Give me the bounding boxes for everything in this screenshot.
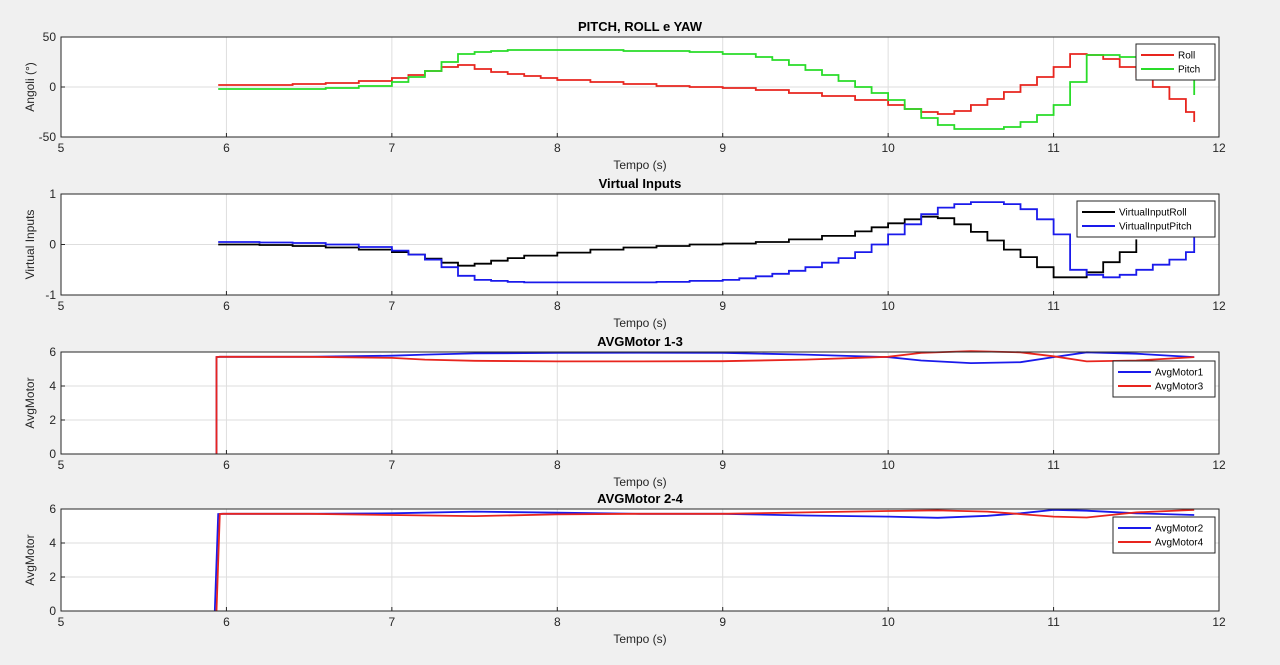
series-line-2: [218, 49, 1196, 130]
legend-entry: AvgMotor3: [1155, 382, 1204, 393]
x-tick-label: 9: [719, 299, 726, 313]
x-tick-label: 9: [719, 458, 726, 472]
y-tick-label: 2: [49, 570, 56, 584]
x-tick-label: 12: [1212, 141, 1226, 155]
x-tick-label: 12: [1212, 458, 1226, 472]
legend-entry: AvgMotor1: [1155, 368, 1204, 379]
y-tick-label: 4: [49, 536, 56, 550]
y-axis-label: Angoli (°): [23, 62, 37, 111]
x-tick-label: 6: [223, 615, 230, 629]
x-tick-label: 11: [1047, 299, 1060, 313]
y-tick-label: -1: [45, 288, 56, 302]
x-axis-label: Tempo (s): [613, 158, 666, 172]
legend-box: [1135, 43, 1216, 81]
x-tick-label: 12: [1212, 615, 1226, 629]
x-tick-label: 5: [58, 458, 65, 472]
x-tick-label: 10: [881, 299, 895, 313]
chart-title: AVGMotor 1-3: [597, 334, 683, 349]
y-tick-label: 0: [49, 447, 56, 461]
x-tick-label: 7: [389, 458, 396, 472]
x-tick-label: 6: [223, 458, 230, 472]
y-tick-label: 2: [49, 413, 56, 427]
x-tick-label: 9: [719, 615, 726, 629]
y-tick-label: 0: [49, 80, 56, 94]
y-axis-label: AvgMotor: [23, 534, 37, 585]
y-tick-label: -50: [39, 130, 57, 144]
chart-title: AVGMotor 2-4: [597, 491, 683, 506]
series-line-2: [215, 509, 1195, 612]
legend-entry: VirtualInputRoll: [1119, 208, 1187, 219]
x-tick-label: 5: [58, 615, 65, 629]
axes-box: [60, 351, 1220, 455]
x-tick-label: 5: [58, 141, 65, 155]
x-tick-label: 12: [1212, 299, 1226, 313]
y-tick-label: 6: [49, 345, 56, 359]
x-axis-label: Tempo (s): [613, 632, 666, 646]
x-axis-label: Tempo (s): [613, 316, 666, 330]
x-tick-label: 8: [554, 458, 561, 472]
chart-title: PITCH, ROLL e YAW: [578, 19, 703, 34]
y-axis-label: AvgMotor: [23, 377, 37, 428]
axes-box: [60, 508, 1220, 612]
legend-box: [1076, 200, 1216, 238]
legend: AvgMotor2 AvgMotor4: [1112, 516, 1216, 554]
plot-area: [61, 509, 1219, 611]
x-tick-label: 7: [389, 141, 396, 155]
legend-box: [1112, 516, 1216, 554]
x-tick-label: 5: [58, 299, 65, 313]
y-tick-label: 0: [49, 604, 56, 618]
legend-box: [1112, 360, 1216, 398]
x-tick-label: 8: [554, 615, 561, 629]
y-tick-label: 0: [49, 238, 56, 252]
x-tick-label: 8: [554, 299, 561, 313]
y-axis-label: Virtual Inputs: [23, 210, 37, 280]
y-tick-label: 6: [49, 502, 56, 516]
legend-entry: Pitch: [1178, 65, 1200, 76]
x-tick-label: 11: [1047, 141, 1060, 155]
y-tick-label: 50: [43, 30, 57, 44]
x-tick-label: 6: [223, 141, 230, 155]
legend-entry: AvgMotor4: [1155, 538, 1204, 549]
x-tick-label: 8: [554, 141, 561, 155]
legend-entry: AvgMotor2: [1155, 524, 1204, 535]
x-axis-label: Tempo (s): [613, 475, 666, 489]
x-tick-label: 6: [223, 299, 230, 313]
chart-title: Virtual Inputs: [599, 176, 682, 191]
series-line-2: [218, 201, 1196, 284]
x-tick-label: 10: [881, 141, 895, 155]
x-tick-label: 10: [881, 615, 895, 629]
y-tick-label: 4: [49, 379, 56, 393]
legend-entry: Roll: [1178, 51, 1195, 62]
x-tick-label: 7: [389, 299, 396, 313]
legend: VirtualInputRoll VirtualInputPitch: [1076, 200, 1216, 238]
x-tick-label: 10: [881, 458, 895, 472]
x-tick-label: 9: [719, 141, 726, 155]
subplot-1: 5 6 7 8 9 10 11 12 -50 0 50 PITCH, ROLL e YAW Tempo …: [23, 19, 1226, 172]
x-tick-label: 11: [1047, 615, 1060, 629]
legend: AvgMotor1 AvgMotor3: [1112, 360, 1216, 398]
plot-area: [61, 352, 1219, 454]
legend-entry: VirtualInputPitch: [1119, 222, 1192, 233]
y-tick-label: 1: [49, 187, 56, 201]
legend: Roll Pitch: [1135, 43, 1216, 81]
subplot-2: 5 6 7 8 9 10 11 12 -1 0 1 Virtual Inputs Tempo (s) Vi…: [23, 176, 1226, 330]
subplot-4: 5 6 7 8 9 10 11 12 0 2 4 6 AVGMotor 2-4 Tempo (s) AvgM…: [23, 491, 1226, 646]
x-tick-label: 7: [389, 615, 396, 629]
subplot-3: 5 6 7 8 9 10 11 12 0 2 4 6 AVGMotor 1-3 Tempo (s) AvgM…: [23, 334, 1226, 489]
x-tick-label: 11: [1047, 458, 1060, 472]
series-line-2: [215, 350, 1195, 454]
